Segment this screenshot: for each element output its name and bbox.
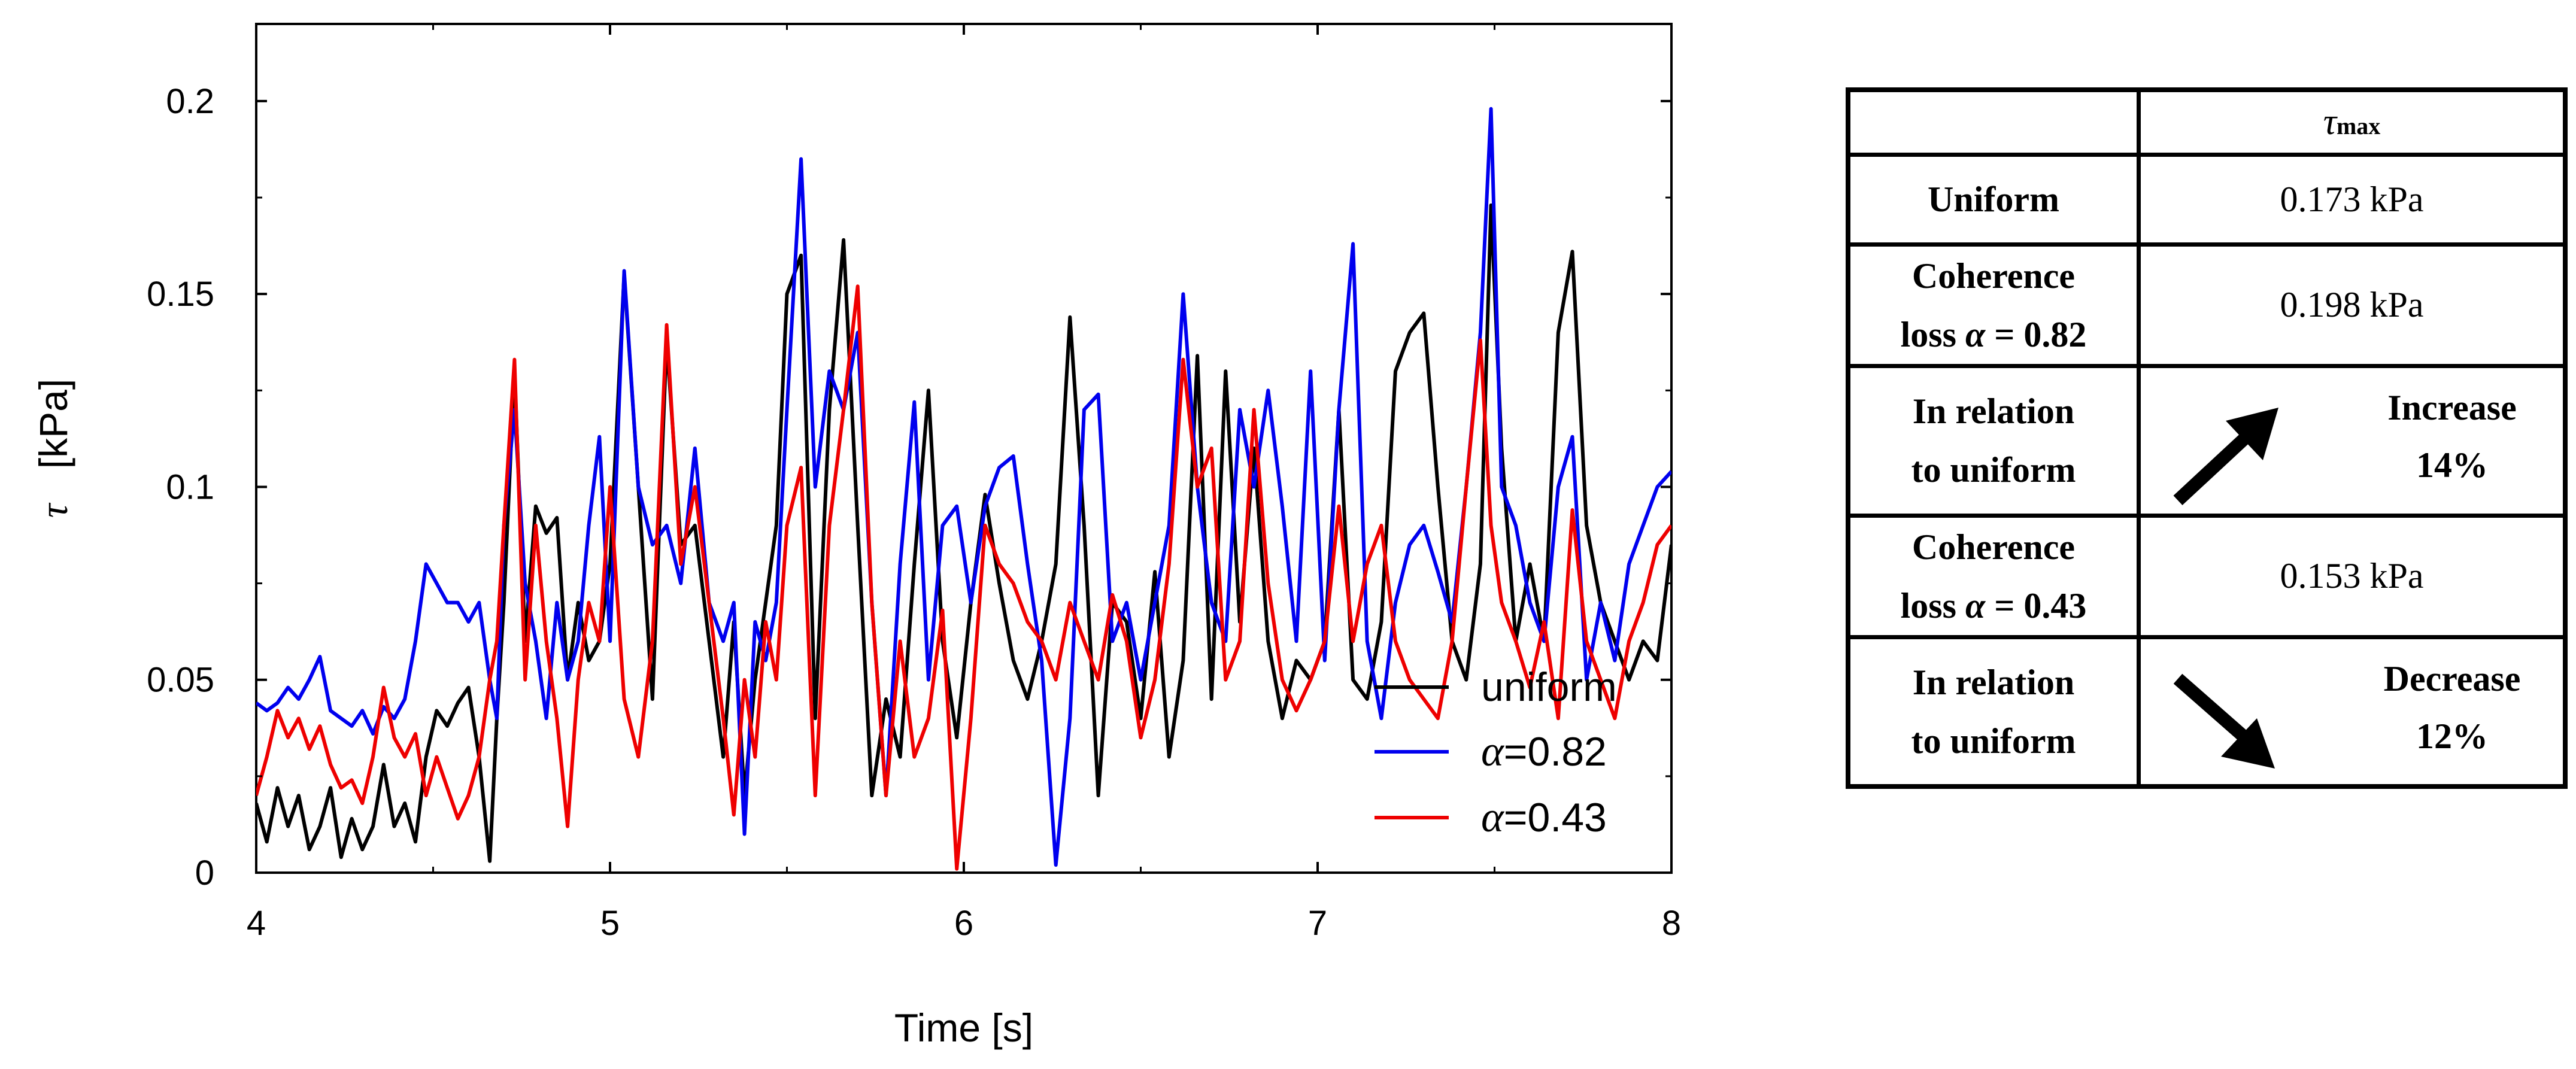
y-axis-unit: [kPa] <box>31 379 75 469</box>
tau-max-header: τmax <box>2137 87 2568 157</box>
row-label-uniform: Uniform <box>1846 152 2141 247</box>
plot-area <box>255 23 1673 874</box>
table-corner-cell <box>1846 87 2141 157</box>
y-tick-label-4: 0.2 <box>166 82 214 121</box>
value-coherence-082: 0.198 kPa <box>2137 242 2568 368</box>
x-tick-label-0: 4 <box>247 904 266 943</box>
change-cell-increase: Increase 14% <box>2137 363 2568 518</box>
change-cell-decrease: Decrease 12% <box>2137 634 2568 789</box>
y-axis-symbol: τ <box>32 502 76 518</box>
table-row: In relation to uniform Decrease 12% <box>1846 634 2568 789</box>
arrow-up-right-icon <box>2173 408 2278 506</box>
x-tick-label-3: 7 <box>1308 904 1327 943</box>
arrow-down-right-icon <box>2173 673 2275 769</box>
series-line-2 <box>256 284 1671 871</box>
x-tick-label-4: 8 <box>1662 904 1681 943</box>
y-tick-label-2: 0.1 <box>166 467 214 506</box>
value-uniform: 0.173 kPa <box>2137 152 2568 247</box>
row-label-relation-2: In relation to uniform <box>1846 634 2141 789</box>
table-header-row: τmax <box>1846 87 2568 157</box>
tau-symbol: τ <box>2323 101 2337 142</box>
row-label-coherence-043: Coherence loss α = 0.43 <box>1846 513 2141 639</box>
value-coherence-043: 0.153 kPa <box>2137 513 2568 639</box>
row-label-relation-1: In relation to uniform <box>1846 363 2141 518</box>
y-axis-title: τ [kPa] <box>31 379 76 518</box>
tau-subscript: max <box>2336 112 2381 139</box>
y-tick-label-0: 0 <box>195 854 214 892</box>
table-row: Uniform 0.173 kPa <box>1846 152 2568 247</box>
y-tick-label-3: 0.15 <box>147 275 214 314</box>
table-row: In relation to uniform Increase 14% <box>1846 363 2568 518</box>
y-tick-label-1: 0.05 <box>147 661 214 700</box>
change-label-decrease: Decrease 12% <box>2383 658 2521 756</box>
summary-table: τmax Uniform 0.173 kPa Coherence loss α =… <box>1846 87 2568 789</box>
legend: uniform α=0.82 α=0.43 <box>1375 664 1617 841</box>
x-tick-label-1: 5 <box>600 904 620 943</box>
series-line-1 <box>256 107 1671 867</box>
change-label-increase: Increase 14% <box>2387 388 2517 485</box>
legend-label-alpha-082: α=0.82 <box>1481 727 1607 775</box>
x-tick-label-2: 6 <box>954 904 973 943</box>
table-row: Coherence loss α = 0.82 0.198 kPa <box>1846 242 2568 368</box>
legend-label-uniform: uniform <box>1481 664 1617 710</box>
legend-label-alpha-043: α=0.43 <box>1481 793 1607 841</box>
table-row: Coherence loss α = 0.43 0.153 kPa <box>1846 513 2568 639</box>
x-axis-title: Time [s] <box>894 1006 1033 1050</box>
row-label-coherence-082: Coherence loss α = 0.82 <box>1846 242 2141 368</box>
